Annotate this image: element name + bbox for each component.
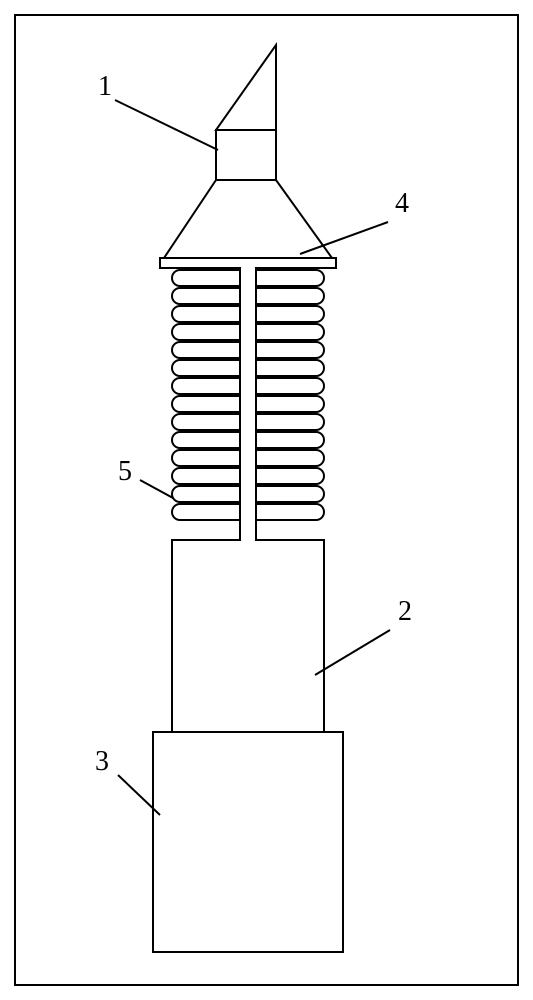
device-body	[153, 45, 343, 952]
mid-block	[172, 540, 324, 732]
tip-triangle	[216, 45, 276, 130]
label-5: 5	[118, 456, 132, 487]
technical-figure: 1 4 5 2 3	[0, 0, 533, 1000]
coil-assembly	[172, 268, 324, 540]
label-4: 4	[395, 188, 409, 219]
leader-line-2	[315, 630, 390, 675]
label-2: 2	[398, 596, 412, 627]
center-bar	[240, 268, 256, 540]
base-block	[153, 732, 343, 952]
tip-rect	[216, 130, 276, 180]
leader-line-5	[140, 480, 173, 498]
leader-line-1	[115, 100, 218, 150]
label-1: 1	[98, 71, 112, 102]
cone-cap	[164, 180, 332, 258]
label-3: 3	[95, 746, 109, 777]
